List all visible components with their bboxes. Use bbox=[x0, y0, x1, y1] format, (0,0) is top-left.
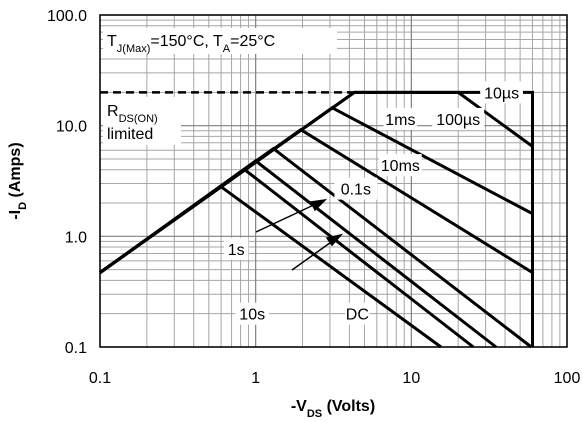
label-1ms: 1ms bbox=[385, 112, 415, 129]
label-bg-1s bbox=[224, 237, 249, 260]
y-tick-label: 1.0 bbox=[65, 229, 87, 246]
curve-dc bbox=[99, 184, 442, 349]
x-tick-label: 10 bbox=[402, 370, 420, 387]
y-tick-label: 100.0 bbox=[47, 8, 87, 25]
rds-limited-label: limited bbox=[107, 126, 153, 143]
x-tick-label: 100 bbox=[554, 370, 581, 387]
annotation-arrows bbox=[255, 198, 344, 271]
x-axis-title: -VDS (Volts) bbox=[291, 398, 375, 420]
label-10s: 10s bbox=[239, 307, 265, 324]
plot-frame bbox=[99, 14, 568, 348]
label-bg-dc bbox=[345, 302, 370, 325]
label-0-1s: 0.1s bbox=[341, 182, 371, 199]
arrow-head-1s bbox=[325, 233, 344, 247]
label-bg-1ms bbox=[383, 107, 418, 130]
arrow-head-01s bbox=[309, 198, 328, 212]
conditions-text: TJ(Max)=150°C, TA=25°C bbox=[107, 33, 275, 55]
conditions-box bbox=[103, 28, 337, 54]
y-tick-label: 0.1 bbox=[65, 340, 87, 357]
arrow-1s-to-01s bbox=[255, 202, 319, 233]
label-1s: 1s bbox=[228, 242, 245, 259]
y-tick-label: 10.0 bbox=[56, 119, 87, 136]
label-bg-10us bbox=[480, 81, 523, 104]
label-100us: 100µs bbox=[436, 112, 480, 129]
label-bg-0-1s bbox=[334, 177, 378, 200]
x-tick-label: 1 bbox=[251, 370, 260, 387]
arrow-10s-to-1s bbox=[291, 239, 335, 271]
rds-label-box bbox=[103, 97, 181, 145]
label-bg-10ms bbox=[378, 154, 422, 177]
label-bg-10s bbox=[235, 302, 269, 325]
tick-labels: 0.1 1 10 100 0.1 1.0 10.0 100.0 bbox=[47, 8, 580, 387]
soa-curves bbox=[99, 90, 534, 349]
x-tick-label: 0.1 bbox=[89, 370, 111, 387]
label-bg-100us bbox=[432, 107, 485, 130]
label-dc: DC bbox=[346, 307, 369, 324]
label-10ms: 10ms bbox=[381, 158, 420, 175]
y-axis-title: -ID (Amps) bbox=[7, 142, 29, 219]
rds-on-label: RDS(ON) bbox=[107, 103, 158, 125]
label-10us: 10µs bbox=[484, 85, 519, 102]
